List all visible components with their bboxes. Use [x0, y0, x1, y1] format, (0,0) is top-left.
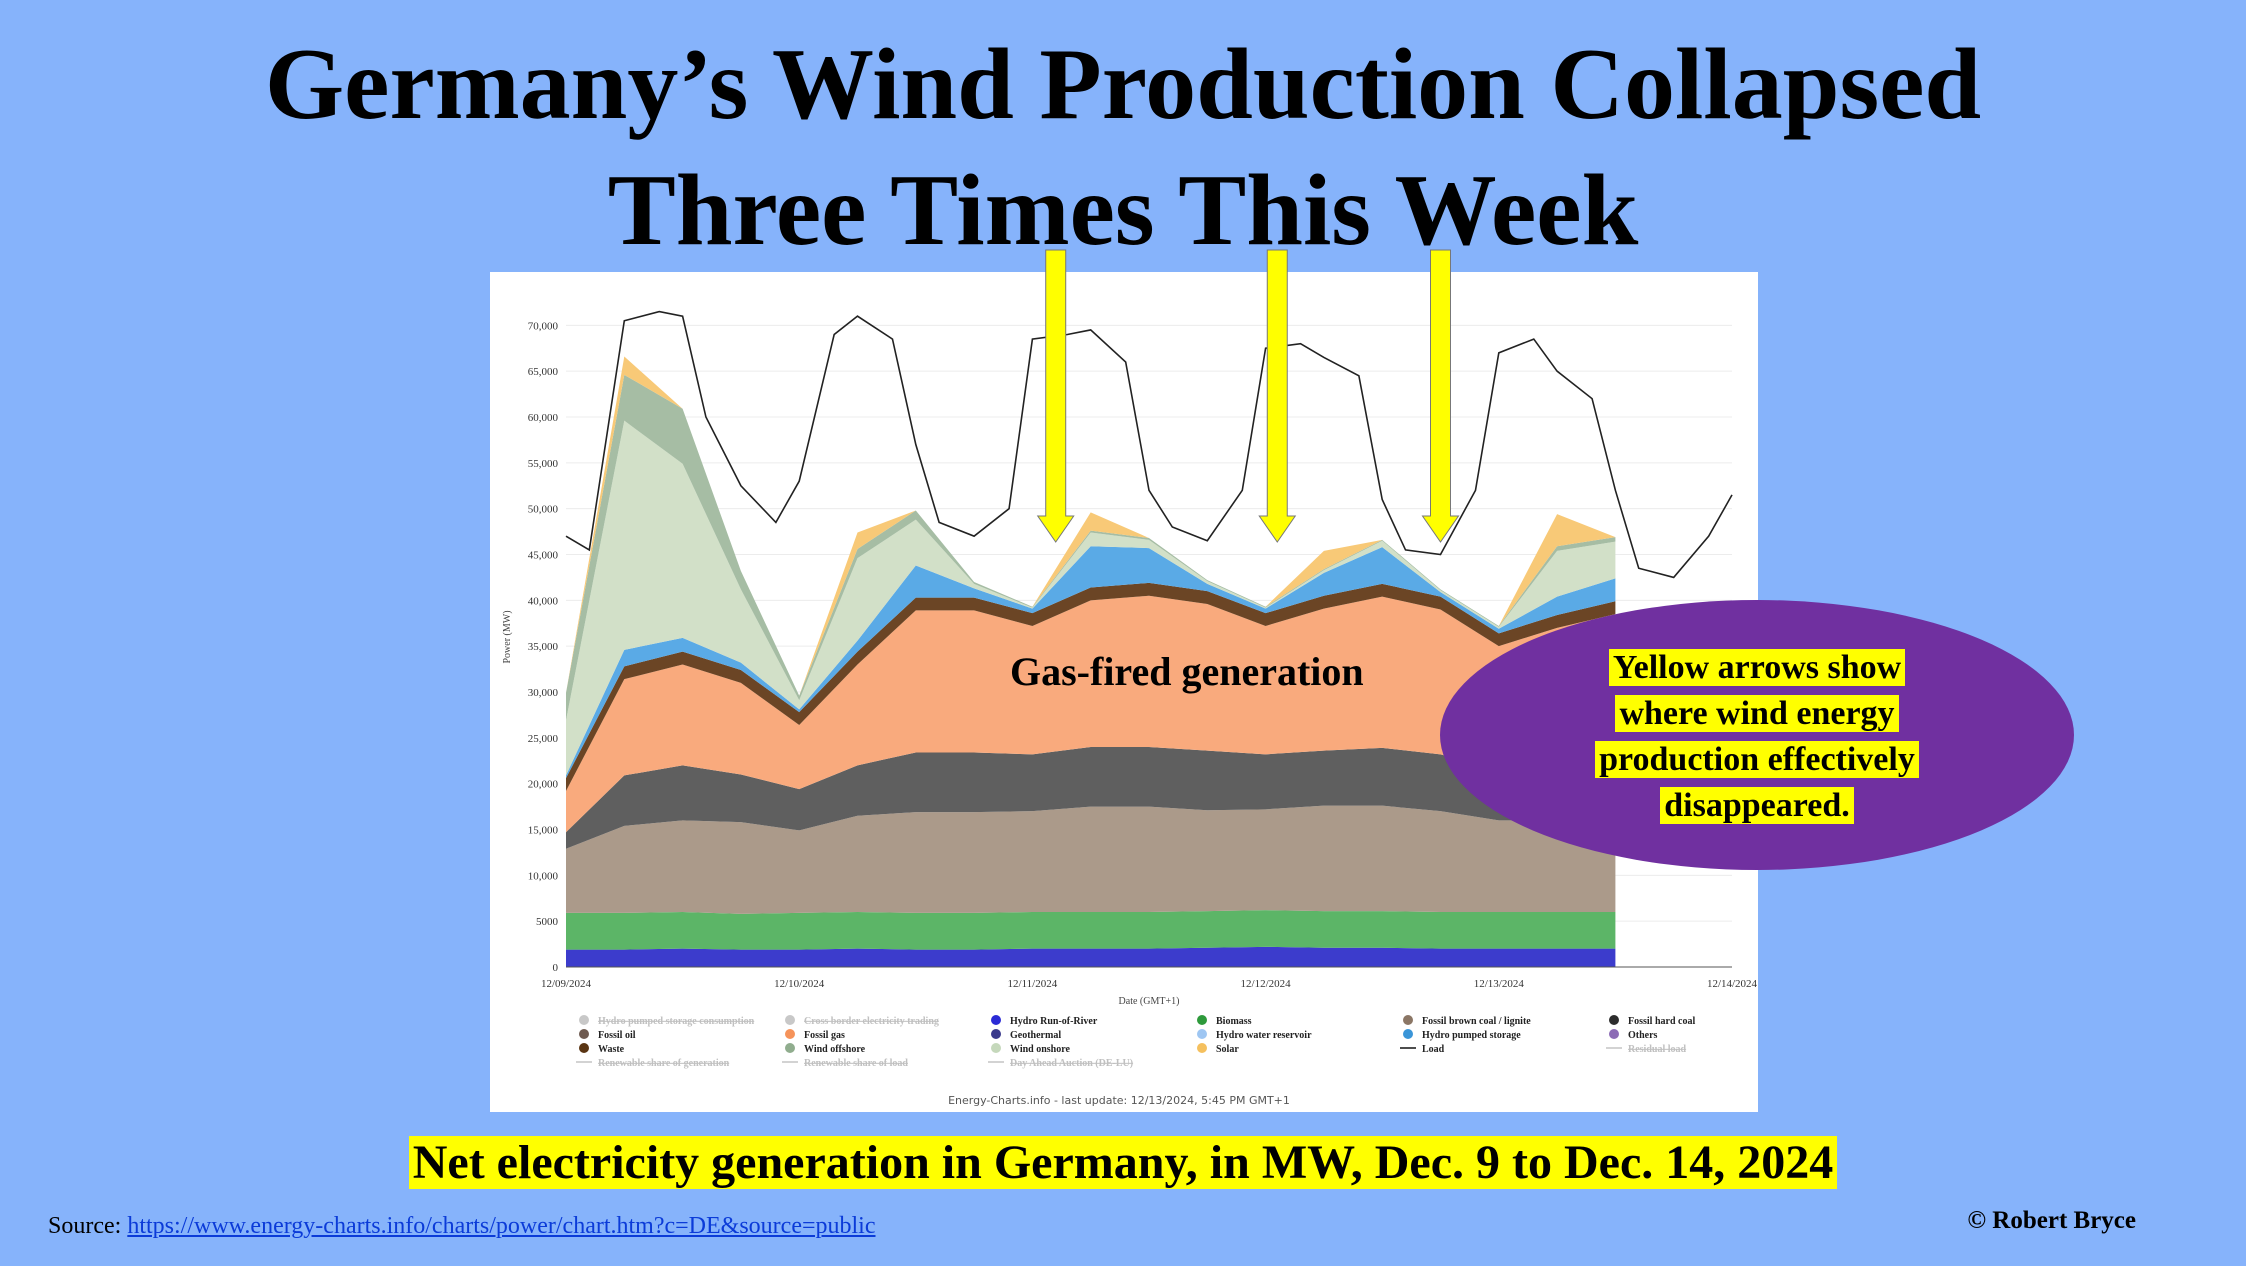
- legend-item: Waste: [598, 1044, 625, 1055]
- legend-item: Fossil oil: [598, 1030, 636, 1041]
- legend-item: Fossil brown coal / lignite: [1422, 1016, 1531, 1027]
- y-tick-label: 40,000: [528, 595, 559, 607]
- series-line-load: [565, 310, 1733, 579]
- oval-line-1: Yellow arrows show: [1608, 649, 1906, 686]
- legend-item: Wind offshore: [804, 1044, 866, 1055]
- legend-item: Residual load: [1628, 1044, 1687, 1055]
- gas-annotation: Gas-fired generation: [1010, 649, 1364, 694]
- legend-item: Hydro Run-of-River: [1010, 1016, 1098, 1027]
- y-tick-label: 50,000: [528, 504, 559, 516]
- legend-item: Hydro water reservoir: [1216, 1030, 1312, 1041]
- caption-text: Net electricity generation in Germany, i…: [408, 1136, 1838, 1189]
- legend-item: Solar: [1216, 1044, 1239, 1055]
- legend-marker: [579, 1029, 589, 1039]
- y-tick-label: 25,000: [528, 733, 559, 745]
- x-tick-label: 12/10/2024: [774, 978, 825, 990]
- legend-marker: [991, 1029, 1001, 1039]
- legend-marker: [991, 1043, 1001, 1053]
- area-fossil-hard-coal: [566, 747, 1616, 849]
- y-tick-label: 30,000: [528, 687, 559, 699]
- legend-marker: [1197, 1015, 1207, 1025]
- yellow-arrow: [1258, 249, 1297, 543]
- yellow-arrow: [1036, 249, 1075, 543]
- x-tick-label: 12/12/2024: [1241, 978, 1292, 990]
- oval-line-2: where wind energy: [1615, 695, 1899, 732]
- legend-marker: [1609, 1015, 1619, 1025]
- legend-item: Hydro pumped storage consumption: [598, 1016, 755, 1027]
- title-line-2: Three Times This Week: [607, 154, 1639, 267]
- copyright: © Robert Bryce: [1967, 1207, 2136, 1234]
- legend-marker: [1197, 1043, 1207, 1053]
- legend-item: Renewable share of generation: [598, 1058, 730, 1069]
- legend-item: Cross border electricity trading: [804, 1016, 939, 1027]
- legend-item: Fossil hard coal: [1628, 1016, 1695, 1027]
- y-tick-label: 60,000: [528, 412, 559, 424]
- legend-marker: [785, 1029, 795, 1039]
- annotation-oval-text: Yellow arrows show where wind energy pro…: [1440, 645, 2074, 829]
- y-tick-label: 10,000: [528, 870, 559, 882]
- legend-item: Wind onshore: [1010, 1044, 1070, 1055]
- area-biomass: [566, 910, 1616, 950]
- page-title: Germany’s Wind Production Collapsed Thre…: [0, 22, 2246, 274]
- legend-marker: [785, 1015, 795, 1025]
- y-tick-label: 20,000: [528, 779, 559, 791]
- x-tick-label: 12/14/2024: [1707, 978, 1758, 990]
- legend-item: Renewable share of load: [804, 1058, 908, 1069]
- area-solar: [566, 356, 1616, 696]
- area-fossil-gas: [566, 595, 1616, 833]
- yellow-arrow: [1421, 249, 1460, 543]
- chart-svg: 0 5000 10,000 15,000 20,000 25,000 30,000 35,00…: [502, 249, 1758, 1107]
- area-hydro-run-of-river: [566, 946, 1616, 967]
- legend-item: Biomass: [1216, 1016, 1252, 1027]
- x-axis-label: Date (GMT+1): [1119, 996, 1180, 1007]
- x-tick-label: 12/11/2024: [1008, 978, 1058, 990]
- area-wind-offshore: [566, 374, 1616, 721]
- annotation-oval: [1440, 600, 2074, 870]
- source-label: Source:: [48, 1213, 128, 1239]
- y-tick-label: 15,000: [528, 825, 559, 837]
- area-wind-onshore: [566, 420, 1616, 776]
- legend-item: Hydro pumped storage: [1422, 1030, 1521, 1041]
- y-tick-label: 55,000: [528, 458, 559, 470]
- legend-marker: [1403, 1015, 1413, 1025]
- legend-marker: [785, 1043, 795, 1053]
- source-link[interactable]: https://www.energy-charts.info/charts/po…: [127, 1213, 876, 1239]
- legend-marker: [579, 1015, 589, 1025]
- source-line: Source: https://www.energy-charts.info/c…: [48, 1213, 876, 1240]
- legend-marker: [991, 1015, 1001, 1025]
- legend-item: Load: [1422, 1044, 1445, 1055]
- legend-item: Geothermal: [1010, 1030, 1061, 1041]
- chart-footer: Energy-Charts.info - last update: 12/13/…: [948, 1094, 1290, 1107]
- x-tick-label: 12/13/2024: [1474, 978, 1525, 990]
- y-tick-label: 65,000: [528, 366, 559, 378]
- y-tick-label: 0: [553, 962, 559, 974]
- legend-item: Others: [1628, 1030, 1658, 1041]
- caption: Net electricity generation in Germany, i…: [0, 1133, 2246, 1193]
- title-line-1: Germany’s Wind Production Collapsed: [264, 28, 1982, 141]
- y-tick-label: 5000: [536, 916, 559, 928]
- legend-item: Day Ahead Auction (DE-LU): [1010, 1058, 1133, 1069]
- legend-marker: [579, 1043, 589, 1053]
- y-tick-label: 70,000: [528, 320, 559, 332]
- oval-line-4: disappeared.: [1660, 787, 1854, 824]
- legend-marker: [1609, 1029, 1619, 1039]
- oval-line-3: production effectively: [1595, 741, 1919, 778]
- x-tick-label: 12/09/2024: [541, 978, 592, 990]
- legend-item: Fossil gas: [804, 1030, 845, 1041]
- y-tick-label: 45,000: [528, 550, 559, 562]
- legend-marker: [1197, 1029, 1207, 1039]
- area-fossil-brown-coal-lignite: [566, 805, 1616, 914]
- y-tick-label: 35,000: [528, 641, 559, 653]
- legend-marker: [1403, 1029, 1413, 1039]
- y-axis-label: Power (MW): [502, 610, 513, 663]
